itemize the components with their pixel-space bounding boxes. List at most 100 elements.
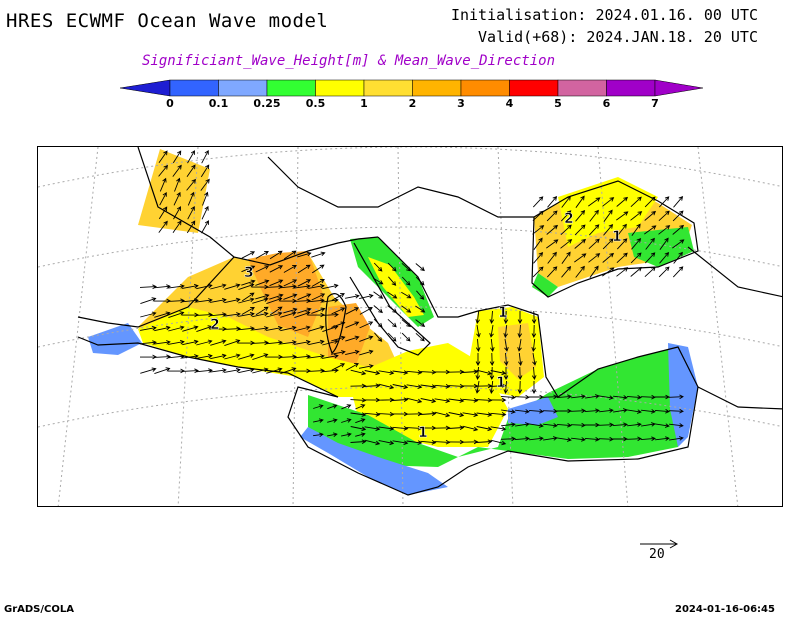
wave-arrow	[489, 310, 495, 324]
wave-arrow	[252, 367, 269, 374]
wave-arrow	[533, 237, 543, 250]
wave-arrow	[531, 366, 537, 380]
wave-arrow	[359, 293, 374, 300]
wave-arrow	[158, 150, 168, 164]
wave-arrow	[308, 354, 325, 359]
wave-arrow	[311, 279, 325, 287]
wave-arrow	[517, 380, 523, 394]
black-sea-yellow-field	[558, 177, 658, 247]
valid-time: Valid(+68): 2024.JAN.18. 20 UTC	[478, 28, 758, 46]
wave-arrow	[392, 426, 409, 431]
eastern-med-green-field	[308, 347, 688, 467]
wave-arrow	[224, 353, 241, 360]
wave-arrow	[631, 237, 642, 250]
wave-arrow	[378, 383, 395, 390]
wave-arrow	[313, 404, 324, 409]
wave-arrow	[331, 363, 346, 371]
wave-arrow	[406, 425, 423, 431]
wave-arrow	[448, 383, 465, 389]
wave-arrow	[531, 338, 536, 352]
wave-arrow	[378, 426, 395, 431]
reference-vector-label: 20	[649, 547, 665, 562]
wave-arrow	[532, 266, 544, 278]
wave-arrow	[547, 251, 557, 264]
wave-arrow	[224, 367, 241, 373]
legend-tick-label: 5	[554, 97, 562, 110]
wave-arrow	[201, 149, 209, 164]
central-yellow-field	[348, 343, 508, 447]
wave-arrow	[241, 265, 256, 273]
wave-arrow	[556, 394, 572, 399]
wave-arrow	[140, 367, 157, 374]
legend-tick-label: 4	[505, 97, 514, 110]
wave-arrow	[630, 252, 642, 264]
wave-arrow	[373, 318, 383, 328]
wave-arrow	[490, 412, 507, 417]
wave-arrow	[669, 436, 684, 441]
wave-arrow	[434, 398, 451, 404]
aegean-gold-field	[498, 323, 536, 379]
wave-arrow	[475, 310, 480, 324]
wave-arrow	[140, 325, 157, 331]
wave-arrow	[501, 422, 516, 427]
wave-arrow	[321, 368, 339, 373]
wave-arrow	[561, 195, 571, 208]
wave-arrow	[182, 325, 199, 332]
wave-arrow	[420, 411, 437, 416]
wave-arrow	[266, 367, 283, 374]
wave-arrow	[655, 423, 670, 428]
wave-arrow	[153, 354, 171, 360]
wave-arrow	[630, 211, 643, 221]
wave-arrow	[173, 206, 181, 220]
wave-arrow	[172, 164, 182, 177]
contour-label: 3	[244, 265, 254, 281]
wave-arrow	[401, 276, 411, 286]
wave-arrow	[515, 422, 530, 427]
wave-arrow	[616, 252, 628, 264]
wave-arrow	[210, 283, 227, 290]
wave-arrow	[345, 307, 360, 315]
wave-arrow	[560, 210, 572, 222]
wave-arrow	[196, 298, 213, 303]
wave-arrow	[420, 440, 437, 445]
wave-arrow	[224, 283, 241, 290]
wave-arrow	[531, 381, 537, 394]
wave-arrow	[392, 370, 409, 375]
wave-arrow	[575, 195, 585, 208]
wave-arrow	[327, 432, 338, 437]
wave-arrow	[345, 363, 359, 371]
wave-arrow	[561, 265, 572, 278]
contour-labels: 3 2 1 1 1 2 1	[210, 211, 622, 442]
wave-arrow	[387, 332, 397, 342]
wave-arrow	[532, 353, 537, 366]
legend-labels: 0 0.1 0.25 0.5 1 2 3 4 5 6 7	[0, 97, 800, 111]
wave-arrow	[448, 398, 465, 403]
wave-arrow	[297, 264, 311, 274]
wave-arrow	[373, 262, 383, 272]
wave-arrow	[672, 224, 685, 235]
contour-label: 1	[496, 375, 506, 391]
contour-label: 1	[498, 305, 508, 321]
wave-arrow	[546, 224, 559, 235]
wave-arrow	[210, 353, 227, 360]
wave-arrow	[603, 209, 613, 222]
wave-arrow	[279, 354, 297, 360]
wave-arrow	[355, 404, 366, 410]
wave-arrow	[627, 409, 642, 414]
wave-arrow	[350, 439, 367, 444]
wave-arrow	[186, 220, 196, 234]
wave-arrow	[387, 262, 397, 272]
wave-arrow	[252, 326, 269, 331]
model-title: HRES ECWMF Ocean Wave model	[6, 10, 329, 32]
wave-arrow	[154, 311, 171, 318]
wave-arrow	[588, 197, 601, 207]
wave-arrow	[139, 354, 157, 360]
wave-arrow	[546, 210, 558, 222]
initialisation-time: Initialisation: 2024.01.16. 00 UTC	[450, 6, 758, 24]
legend-color-swatch	[606, 79, 656, 97]
wave-arrow	[297, 279, 312, 287]
wave-arrow	[364, 439, 381, 446]
wave-arrow	[201, 205, 209, 220]
wave-arrow	[668, 408, 684, 414]
wave-arrow	[210, 339, 227, 346]
